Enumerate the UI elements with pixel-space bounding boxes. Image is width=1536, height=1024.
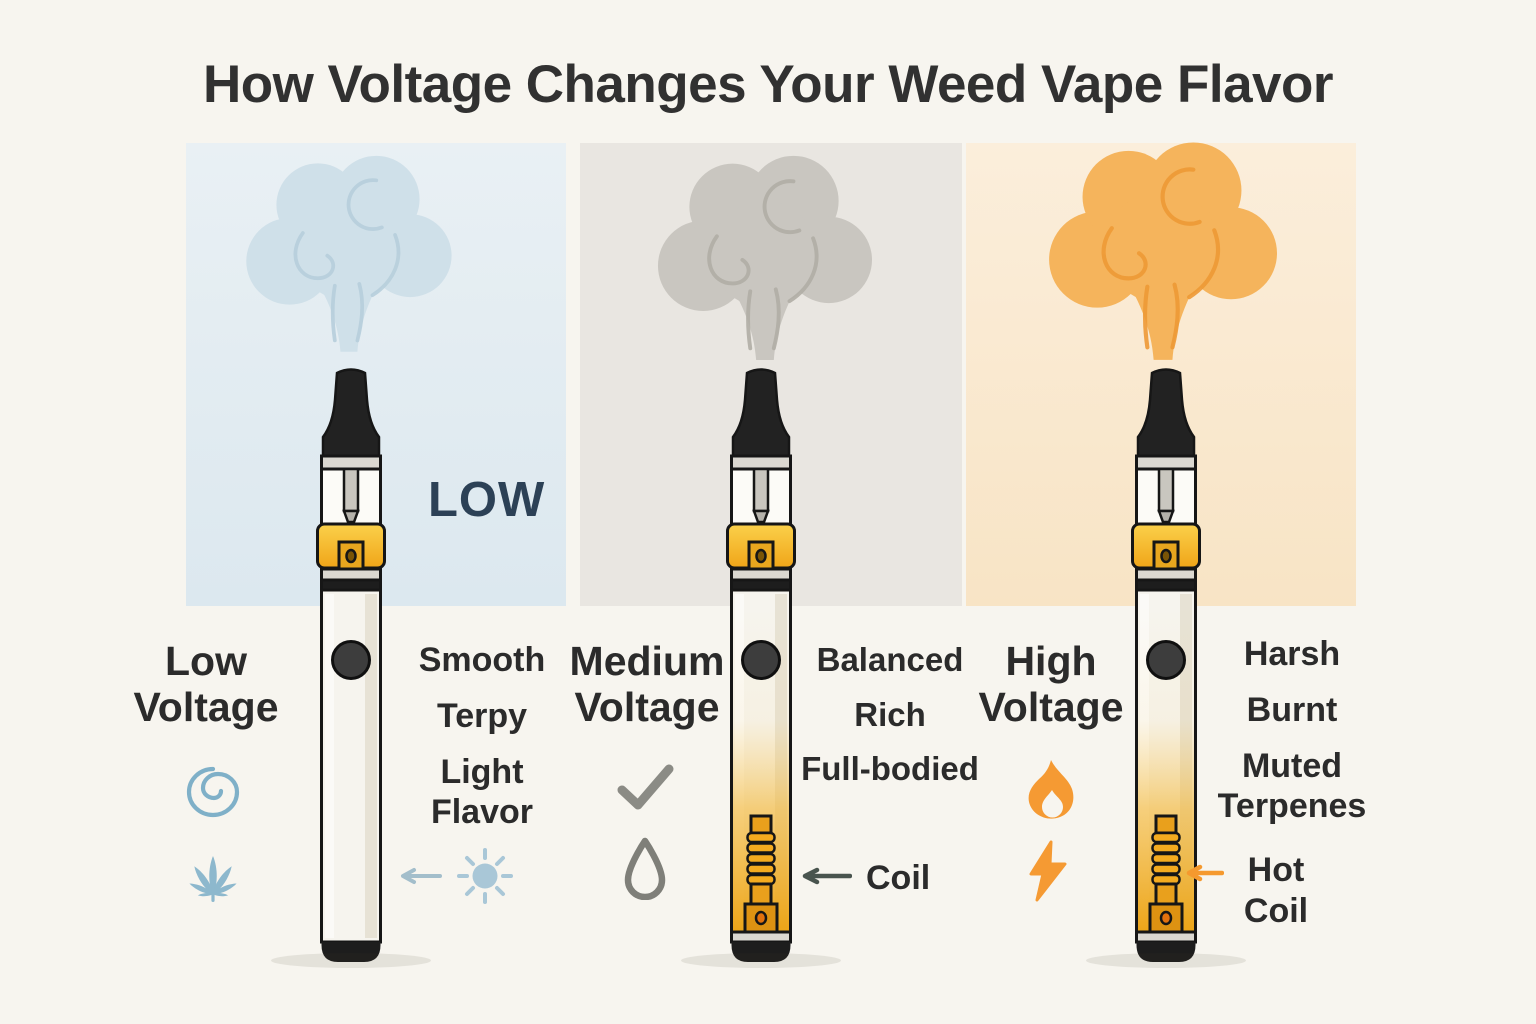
flame-icon <box>1028 760 1074 819</box>
arrow-left-icon <box>1186 864 1224 882</box>
arrow-left-icon <box>401 868 442 884</box>
arrow-left-icon <box>802 867 852 885</box>
traits-list-low: Smooth Terpy Light Flavor <box>398 640 566 848</box>
swirl-icon <box>186 766 240 818</box>
annotation-label: Coil <box>866 859 931 897</box>
annotation-coil: Coil <box>800 858 930 899</box>
collar-ring <box>320 567 382 582</box>
droplet-icon <box>624 837 666 900</box>
trait-item: Smooth <box>418 641 546 679</box>
cannabis-leaf-icon <box>188 856 238 902</box>
voltage-label-medium: Medium Voltage <box>569 638 725 731</box>
lightning-icon <box>1029 840 1067 902</box>
traits-list-medium: Balanced Rich Full-bodied <box>785 640 995 804</box>
pen-shadow <box>681 953 841 968</box>
top-collar <box>320 454 382 471</box>
voltage-label-low: Low Voltage <box>133 638 279 731</box>
trait-item: Balanced <box>816 641 964 678</box>
power-button <box>741 640 781 680</box>
collar-ring <box>730 567 792 582</box>
power-button <box>331 640 371 680</box>
trait-item: Terpy <box>436 696 528 735</box>
annotation-label: Hot Coil <box>1243 851 1309 931</box>
trait-item: Muted Terpenes <box>1217 746 1367 826</box>
center-post <box>752 467 770 513</box>
trait-item: Light Flavor <box>430 752 534 832</box>
top-collar <box>730 454 792 471</box>
base-cap <box>321 942 381 962</box>
page-title: How Voltage Changes Your Weed Vape Flavo… <box>202 55 1334 114</box>
vape-pen-low <box>316 368 386 962</box>
heating-coil <box>743 814 779 934</box>
vapor-cloud-low <box>246 155 452 352</box>
pen-shadow <box>1086 953 1246 968</box>
mouthpiece <box>731 368 791 458</box>
traits-list-high: Harsh Burnt Muted Terpenes <box>1206 634 1378 842</box>
vape-pen-high <box>1131 368 1201 962</box>
trait-item: Full-bodied <box>801 750 979 788</box>
center-post <box>1157 467 1175 513</box>
annotation-hot-coil: Hot Coil <box>1184 850 1317 933</box>
vapor-cloud-high <box>1049 142 1277 360</box>
voltage-label-high: High Voltage <box>978 638 1124 731</box>
power-button <box>1146 640 1186 680</box>
mouthpiece <box>1136 368 1196 458</box>
vape-pen-medium <box>726 368 796 962</box>
pen-shadow <box>271 953 431 968</box>
annotation-low <box>398 845 516 907</box>
trait-item: Rich <box>854 695 926 733</box>
trait-item: Burnt <box>1246 690 1338 729</box>
collar-ring <box>1135 567 1197 582</box>
base-cap <box>731 942 791 962</box>
trait-item: Harsh <box>1243 635 1341 673</box>
sun-icon <box>457 848 513 904</box>
center-post <box>342 467 360 513</box>
band-label-low: LOW <box>428 473 546 527</box>
heating-coil <box>1148 814 1184 934</box>
checkmark-icon <box>617 764 674 810</box>
top-collar <box>1135 454 1197 471</box>
mouthpiece <box>321 368 381 458</box>
vapor-cloud-medium <box>657 155 872 361</box>
base-cap <box>1136 942 1196 962</box>
